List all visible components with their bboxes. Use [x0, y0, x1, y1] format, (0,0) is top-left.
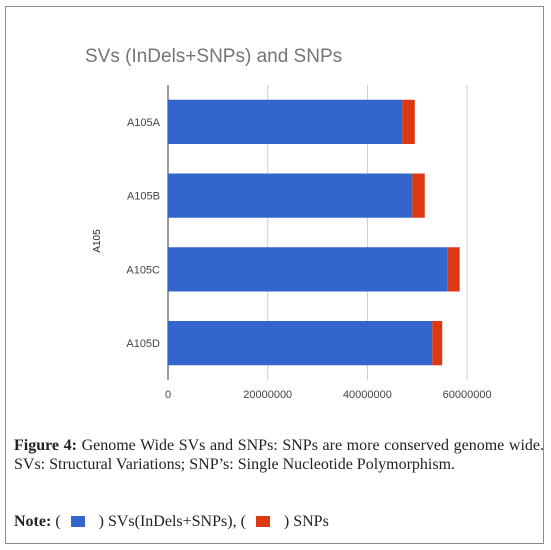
- bar-svs: [168, 99, 403, 144]
- bar-snps: [432, 321, 443, 366]
- bars: [168, 99, 460, 366]
- note-label: Note:: [14, 513, 52, 530]
- y-tick-label: A105C: [126, 264, 160, 276]
- figure-caption: Figure 4: Genome Wide SVs and SNPs: SNPs…: [14, 436, 544, 474]
- y-axis-title: A105: [92, 229, 103, 253]
- bar-chart: 0 20000000 40000000 60000000 A105A A105B A105C…: [92, 85, 492, 401]
- bar-snps: [402, 99, 415, 144]
- svs-color-swatch: [70, 516, 85, 527]
- bar-svs: [168, 247, 448, 292]
- bar-snps: [447, 247, 460, 292]
- y-tick-label: A105A: [127, 117, 161, 129]
- bar-snps: [412, 173, 425, 218]
- tick-labels: 0 20000000 40000000 60000000 A105A A105B A105C…: [126, 117, 491, 401]
- legend-note: Note: ( ) SVs(InDels+SNPs), ( ) SNPs: [14, 513, 329, 531]
- legend-item-svs: ) SVs(InDels+SNPs), (: [98, 513, 246, 530]
- x-tick-label: 20000000: [243, 389, 292, 401]
- snps-color-swatch: [255, 516, 270, 527]
- y-tick-label: A105B: [127, 191, 160, 203]
- y-tick-label: A105D: [126, 338, 160, 350]
- note-open: (: [51, 513, 61, 530]
- figure-label: Figure 4:: [14, 437, 77, 454]
- bar-svs: [168, 173, 413, 218]
- x-tick-label: 0: [165, 389, 171, 401]
- legend-item-snps: ) SNPs: [283, 513, 329, 530]
- x-tick-label: 40000000: [343, 389, 392, 401]
- caption-text: Genome Wide SVs and SNPs: SNPs are more …: [14, 437, 544, 473]
- x-tick-label: 60000000: [443, 389, 492, 401]
- chart-title: SVs (InDels+SNPs) and SNPs: [85, 46, 343, 67]
- bar-svs: [168, 321, 433, 366]
